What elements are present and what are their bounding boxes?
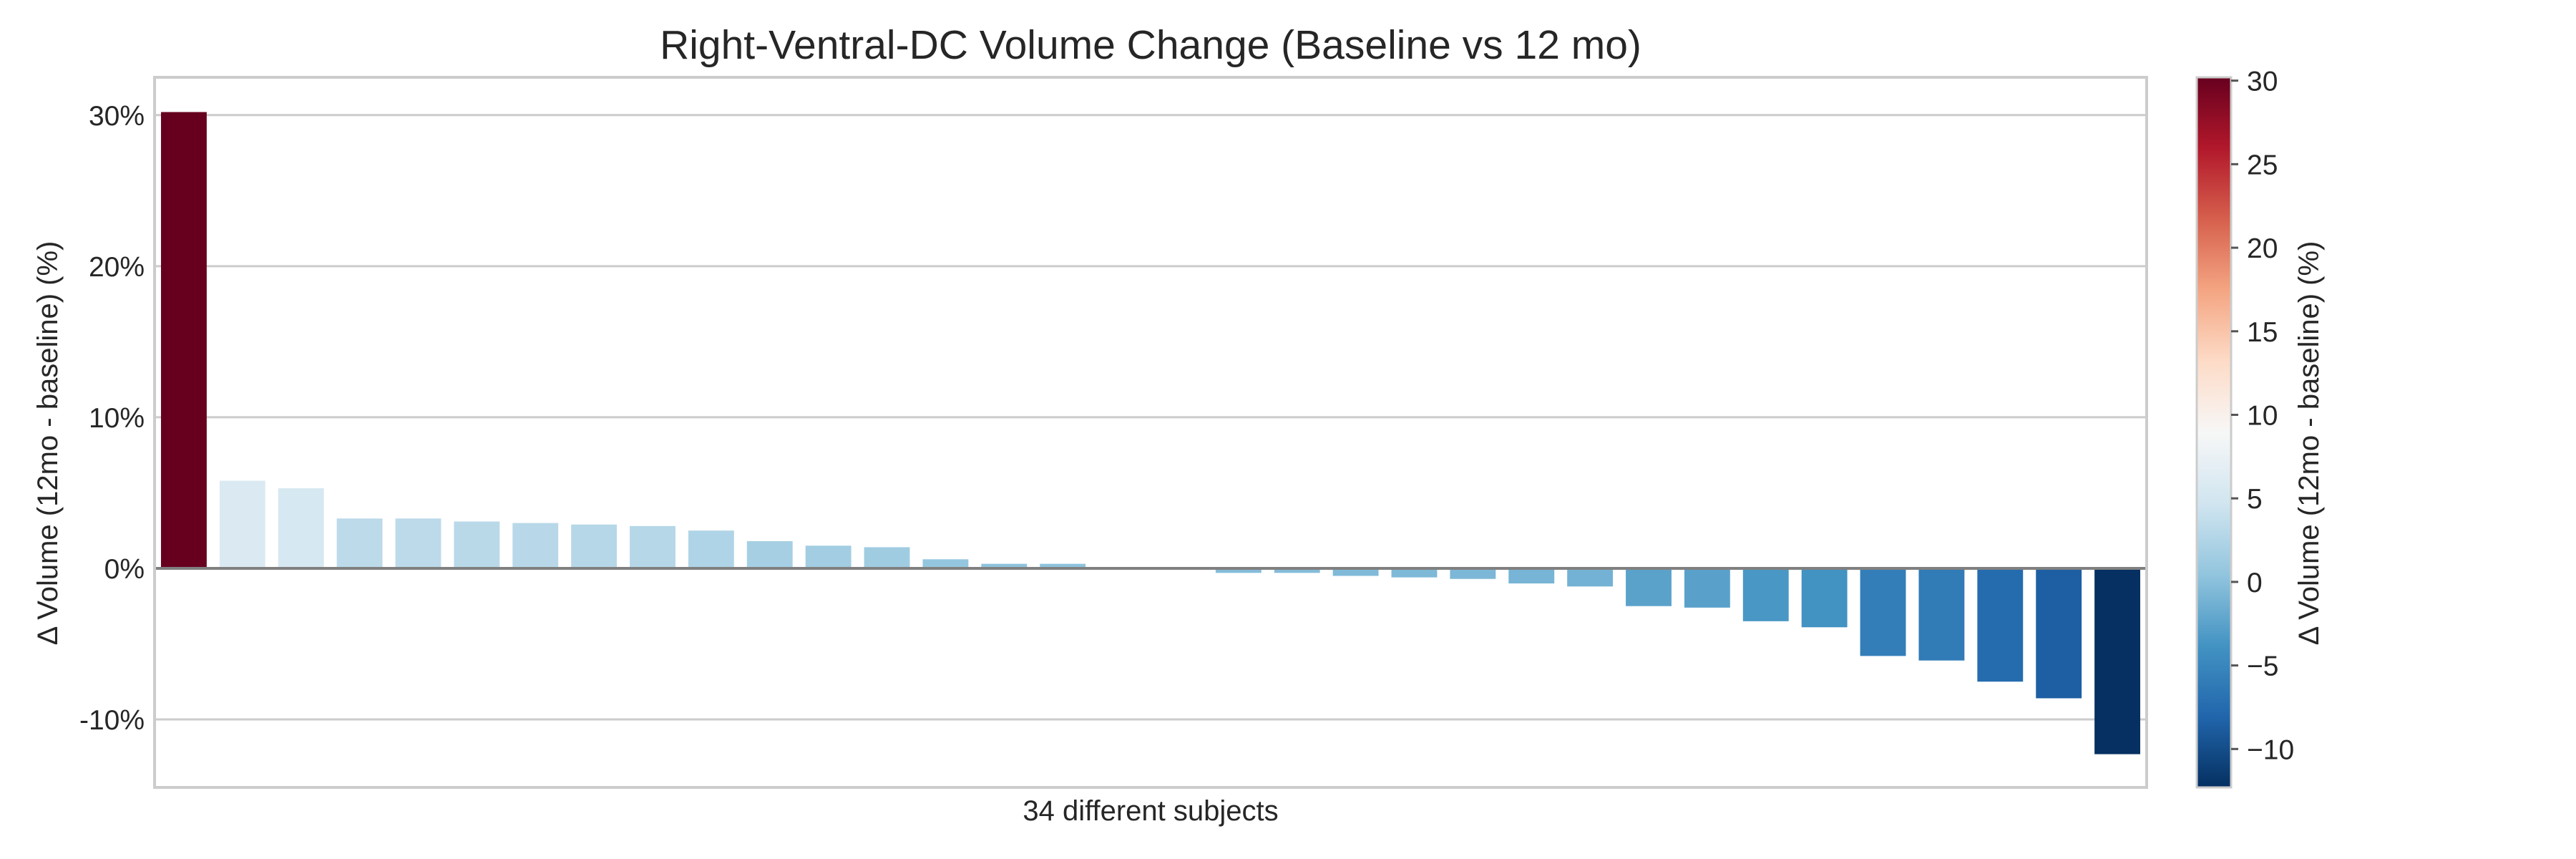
colorbar-tick-label: −5 bbox=[2247, 651, 2278, 682]
y-tick-label: 20% bbox=[89, 252, 145, 283]
colorbar-tick-label: 5 bbox=[2247, 484, 2263, 515]
bar bbox=[1626, 568, 1672, 606]
bar bbox=[1684, 568, 1730, 608]
bar bbox=[1742, 568, 1789, 621]
bar bbox=[630, 525, 675, 568]
bar bbox=[2036, 568, 2082, 699]
plot-frame bbox=[153, 76, 2148, 789]
y-axis-label: Δ Volume (12mo - baseline) (%) bbox=[32, 241, 64, 646]
colorbar: 30 25 20 15 10 5 0 −5 −10 Δ Volume (12mo - basel… bbox=[2195, 67, 2325, 789]
bar bbox=[1040, 563, 1086, 568]
bar bbox=[1274, 568, 1320, 573]
bar bbox=[395, 518, 441, 568]
bar bbox=[1450, 568, 1496, 579]
bar bbox=[746, 540, 793, 568]
y-tick-labels: 30% 20% 10% 0% -10% bbox=[79, 101, 145, 736]
colorbar-tick-label: 20 bbox=[2247, 233, 2278, 264]
bar bbox=[1391, 568, 1438, 578]
bar bbox=[161, 112, 207, 568]
grid-lines bbox=[155, 114, 2147, 721]
colorbar-gradient bbox=[2195, 76, 2233, 789]
colorbar-tick-label: −10 bbox=[2247, 734, 2294, 765]
colorbar-label: Δ Volume (12mo - baseline) (%) bbox=[2293, 241, 2325, 646]
bar bbox=[1801, 568, 1848, 628]
bar bbox=[1215, 568, 1262, 573]
bar bbox=[864, 547, 910, 568]
bar bbox=[512, 523, 559, 568]
colorbar-tick-label: 30 bbox=[2247, 67, 2278, 97]
bar bbox=[1567, 568, 1614, 587]
x-axis-label: 34 different subjects bbox=[1023, 795, 1278, 827]
bar bbox=[1977, 568, 2024, 682]
chart-title: Right-Ventral-DC Volume Change (Baseline… bbox=[660, 22, 1641, 68]
bar bbox=[805, 545, 852, 568]
bar bbox=[688, 530, 734, 568]
bar bbox=[278, 488, 324, 568]
y-tick-label: 0% bbox=[104, 554, 145, 585]
bar bbox=[981, 563, 1028, 568]
colorbar-ticks: 30 25 20 15 10 5 0 −5 −10 bbox=[2231, 67, 2294, 765]
bar bbox=[1918, 568, 1965, 661]
bar bbox=[1332, 568, 1379, 576]
bar bbox=[1860, 568, 1906, 656]
y-tick-label: -10% bbox=[79, 705, 145, 736]
bar bbox=[454, 521, 500, 568]
bars bbox=[161, 112, 2140, 754]
bar bbox=[219, 480, 265, 568]
bar bbox=[922, 559, 969, 568]
bar bbox=[336, 518, 383, 568]
colorbar-tick-label: 25 bbox=[2247, 150, 2278, 180]
y-tick-label: 10% bbox=[89, 403, 145, 434]
y-tick-label: 30% bbox=[89, 101, 145, 132]
colorbar-tick-label: 10 bbox=[2247, 400, 2278, 431]
bar bbox=[1508, 568, 1555, 584]
bar bbox=[2094, 568, 2140, 754]
colorbar-tick-label: 15 bbox=[2247, 317, 2278, 348]
colorbar-tick-label: 0 bbox=[2247, 568, 2263, 598]
bar bbox=[571, 524, 618, 568]
